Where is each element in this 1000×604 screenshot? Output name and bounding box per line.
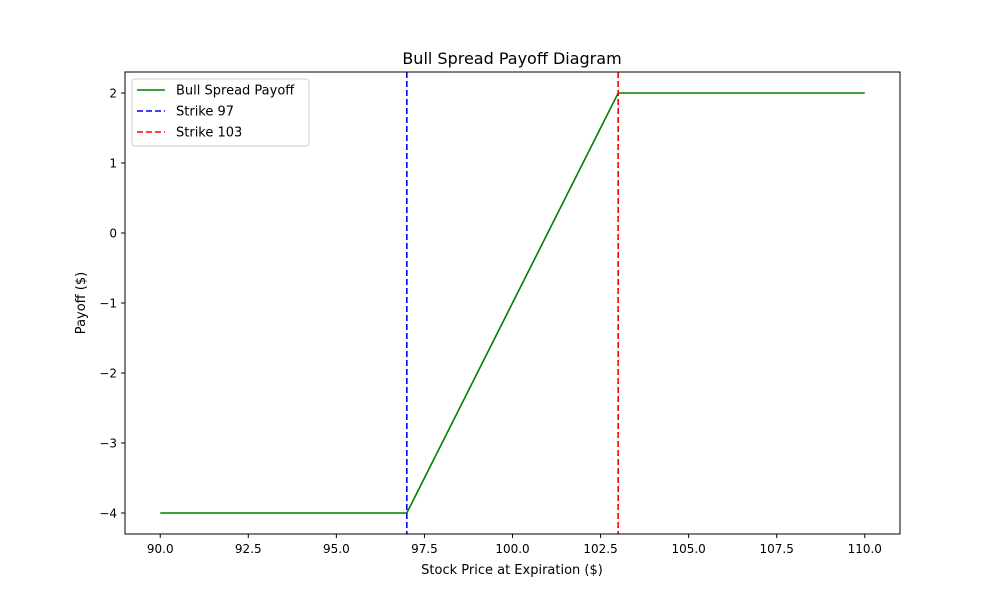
y-tick-label: −2 — [99, 367, 117, 381]
legend-label: Strike 103 — [176, 126, 242, 141]
legend-box — [131, 78, 310, 147]
y-tick-label: 2 — [109, 87, 117, 101]
x-tick-label: 95.0 — [323, 542, 350, 556]
y-tick-label: 1 — [109, 157, 117, 171]
x-tick-label: 90.0 — [147, 542, 174, 556]
legend-label: Bull Spread Payoff — [176, 84, 295, 99]
x-tick-label: 105.0 — [671, 542, 705, 556]
x-tick-label: 92.5 — [235, 542, 262, 556]
y-axis-label: Payoff ($) — [74, 272, 89, 334]
plot-area: 90.0 92.5 95.0 97.5 100.0 102.5 105.0 107.5 110.… — [99, 71, 901, 556]
series-line-payoff — [160, 92, 865, 514]
chart-title: Bull Spread Payoff Diagram — [402, 49, 621, 68]
legend-label: Strike 97 — [176, 105, 234, 120]
y-tick-label: −4 — [99, 507, 117, 521]
x-tick-label: 100.0 — [495, 542, 529, 556]
x-tick-label: 107.5 — [760, 542, 794, 556]
axes-frame — [124, 71, 901, 535]
x-axis-label: Stock Price at Expiration ($) — [421, 563, 603, 578]
x-tick-label: 102.5 — [583, 542, 617, 556]
y-tick-label: −1 — [99, 297, 117, 311]
x-tick-label: 97.5 — [411, 542, 438, 556]
y-tick-label: −3 — [99, 437, 117, 451]
legend: Bull Spread Payoff Strike 97 Strike 103 — [131, 78, 310, 147]
y-tick-label: 0 — [109, 227, 117, 241]
x-tick-label: 110.0 — [848, 542, 882, 556]
